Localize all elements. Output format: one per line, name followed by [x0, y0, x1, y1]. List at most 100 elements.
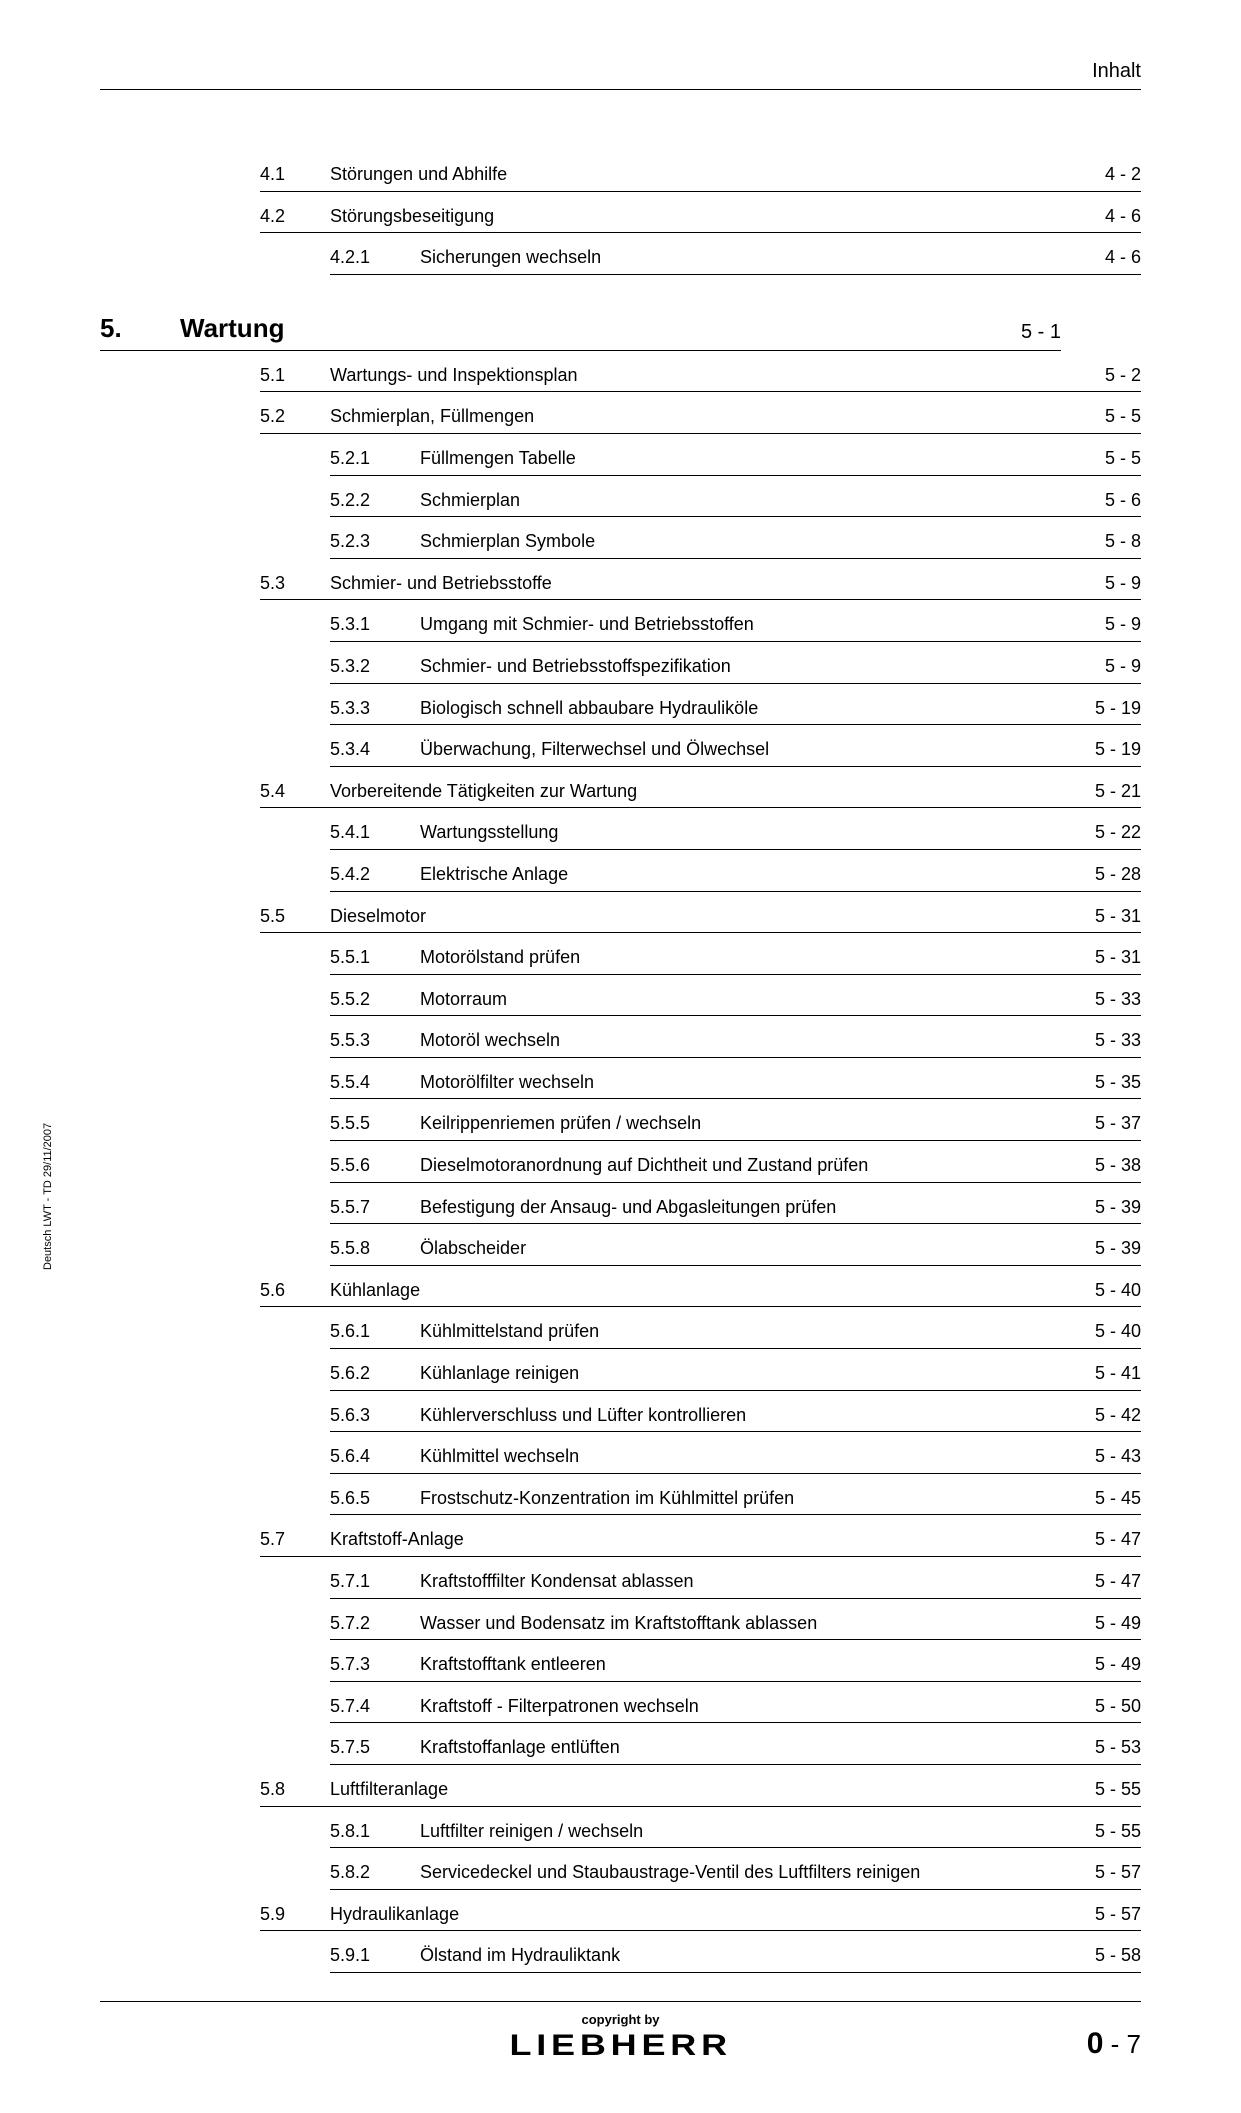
toc-entry-title: Umgang mit Schmier- und Betriebsstoffen: [420, 614, 1061, 642]
toc-row: 5.6.3Kühlerverschluss und Lüfter kontrol…: [180, 1391, 1141, 1433]
toc-entry-page: 5 - 9: [1061, 614, 1141, 642]
toc-entry-title: Schmier- und Betriebsstoffe: [330, 573, 1061, 601]
toc-entry-number: 5.2.3: [330, 531, 420, 559]
toc-entry-number: 5.2.1: [330, 448, 420, 476]
toc-entry-title: Motoröl wechseln: [420, 1030, 1061, 1058]
toc-row: 5.2.1Füllmengen Tabelle5 - 5: [180, 434, 1141, 476]
page-number: 0 - 7: [1087, 2027, 1141, 2061]
toc-entry-title: Ölstand im Hydrauliktank: [420, 1945, 1061, 1973]
toc-entry-number: 5.2.2: [330, 490, 420, 518]
toc-row: 5.6.2Kühlanlage reinigen5 - 41: [180, 1349, 1141, 1391]
toc-entry-title: Kraftstoff-Anlage: [330, 1529, 1061, 1557]
toc-entry-title: Schmierplan Symbole: [420, 531, 1061, 559]
toc-entry-page: 5 - 22: [1061, 822, 1141, 850]
toc-entry-page: 5 - 19: [1061, 739, 1141, 767]
toc-entry-title: Motorraum: [420, 989, 1061, 1017]
toc-row: 4.1Störungen und Abhilfe4 - 2: [180, 150, 1141, 192]
footer: copyright by LIEBHERR: [100, 2001, 1141, 2063]
toc-entry-title: Kraftstoff - Filterpatronen wechseln: [420, 1696, 1061, 1724]
toc-entry-number: 5.3.4: [330, 739, 420, 767]
toc-row: 5.5.7Befestigung der Ansaug- und Abgasle…: [180, 1183, 1141, 1225]
chapter-title: Wartung: [180, 313, 961, 344]
toc-entry-page: 5 - 28: [1061, 864, 1141, 892]
toc-entry-number: 5.5.8: [330, 1238, 420, 1266]
toc-row: 5.6.5Frostschutz-Konzentration im Kühlmi…: [180, 1474, 1141, 1516]
toc-row: 5.2.3Schmierplan Symbole5 - 8: [180, 517, 1141, 559]
toc-row: 5.8.2Servicedeckel und Staubaustrage-Ven…: [180, 1848, 1141, 1890]
toc-entry-page: 5 - 58: [1061, 1945, 1141, 1973]
toc-entry-title: Motorölstand prüfen: [420, 947, 1061, 975]
toc-entry-page: 4 - 6: [1061, 206, 1141, 234]
toc-entry-page: 5 - 39: [1061, 1197, 1141, 1225]
toc-entry-title: Dieselmotor: [330, 906, 1061, 934]
toc-row: 5.4.1Wartungsstellung5 - 22: [180, 808, 1141, 850]
toc-entry-page: 5 - 55: [1061, 1821, 1141, 1849]
toc-entry-page: 5 - 40: [1061, 1321, 1141, 1349]
toc-entry-page: 5 - 45: [1061, 1488, 1141, 1516]
toc-row: 5.8.1Luftfilter reinigen / wechseln5 - 5…: [180, 1807, 1141, 1849]
toc-row: 5.7.2Wasser und Bodensatz im Kraftstofft…: [180, 1599, 1141, 1641]
toc-entry-number: 5.3.3: [330, 698, 420, 726]
toc-entry-page: 5 - 57: [1061, 1904, 1141, 1932]
toc-entry-number: 5.6.2: [330, 1363, 420, 1391]
toc-entry-number: 5.8.1: [330, 1821, 420, 1849]
toc-entry-number: 5.8: [260, 1779, 330, 1807]
toc-entry-page: 5 - 49: [1061, 1613, 1141, 1641]
toc-entry-title: Luftfilter reinigen / wechseln: [420, 1821, 1061, 1849]
toc-entry-number: 5.5: [260, 906, 330, 934]
toc-entry-page: 5 - 41: [1061, 1363, 1141, 1391]
toc-entry-page: 5 - 21: [1061, 781, 1141, 809]
toc-entry-page: 5 - 50: [1061, 1696, 1141, 1724]
toc-row: 5.9Hydraulikanlage5 - 57: [180, 1890, 1141, 1932]
toc-row: 5.5.4Motorölfilter wechseln5 - 35: [180, 1058, 1141, 1100]
toc-entry-page: 5 - 40: [1061, 1280, 1141, 1308]
toc-row: 5.3.1Umgang mit Schmier- und Betriebssto…: [180, 600, 1141, 642]
toc-entry-page: 5 - 47: [1061, 1571, 1141, 1599]
toc-entry-title: Befestigung der Ansaug- und Abgasleitung…: [420, 1197, 1061, 1225]
toc-entry-number: 5.5.1: [330, 947, 420, 975]
toc-entry-number: 5.3.1: [330, 614, 420, 642]
toc-entry-page: 5 - 53: [1061, 1737, 1141, 1765]
side-vertical-text: Deutsch LWT - TD 29/11/2007: [42, 1123, 54, 1270]
toc-entry-number: 5.6.5: [330, 1488, 420, 1516]
toc-entry-page: 4 - 2: [1061, 164, 1141, 192]
toc-row: 5.5.2Motorraum5 - 33: [180, 975, 1141, 1017]
toc-entry-title: Ölabscheider: [420, 1238, 1061, 1266]
toc-entry-title: Überwachung, Filterwechsel und Ölwechsel: [420, 739, 1061, 767]
toc-entry-number: 5.5.5: [330, 1113, 420, 1141]
toc-row: 5.2.2Schmierplan5 - 6: [180, 476, 1141, 518]
toc-entry-number: 5.1: [260, 365, 330, 393]
toc-row: 5.7.5Kraftstoffanlage entlüften5 - 53: [180, 1723, 1141, 1765]
toc-row: 5.9.1Ölstand im Hydrauliktank5 - 58: [180, 1931, 1141, 1973]
toc-row: 5.5Dieselmotor5 - 31: [180, 892, 1141, 934]
toc-entry-number: 5.5.7: [330, 1197, 420, 1225]
toc-entry-title: Kühlmittel wechseln: [420, 1446, 1061, 1474]
toc-entry-number: 5.7.4: [330, 1696, 420, 1724]
copyright-text: copyright by: [528, 2012, 713, 2027]
toc-row: 5.7.4Kraftstoff - Filterpatronen wechsel…: [180, 1682, 1141, 1724]
toc-entry-page: 5 - 6: [1061, 490, 1141, 518]
toc-entry-number: 4.1: [260, 164, 330, 192]
toc-entry-page: 5 - 57: [1061, 1862, 1141, 1890]
toc-entry-page: 5 - 9: [1061, 573, 1141, 601]
toc-entry-page: 5 - 9: [1061, 656, 1141, 684]
toc-row: 5.5.5Keilrippenriemen prüfen / wechseln5…: [180, 1099, 1141, 1141]
toc-entry-title: Vorbereitende Tätigkeiten zur Wartung: [330, 781, 1061, 809]
toc-entry-title: Kraftstofftank entleeren: [420, 1654, 1061, 1682]
toc-entry-title: Hydraulikanlage: [330, 1904, 1061, 1932]
toc-row: 5.8Luftfilteranlage5 - 55: [180, 1765, 1141, 1807]
toc-entry-number: 5.4.2: [330, 864, 420, 892]
toc-row: 5.2Schmierplan, Füllmengen5 - 5: [180, 392, 1141, 434]
toc-entry-number: 5.7.2: [330, 1613, 420, 1641]
toc-row: 4.2.1Sicherungen wechseln4 - 6: [180, 233, 1141, 275]
toc-entry-number: 5.8.2: [330, 1862, 420, 1890]
toc-entry-title: Kühlmittelstand prüfen: [420, 1321, 1061, 1349]
toc-entry-number: 5.6.1: [330, 1321, 420, 1349]
toc-entry-page: 5 - 35: [1061, 1072, 1141, 1100]
toc-entry-number: 5.5.6: [330, 1155, 420, 1183]
chapter-number: 5.: [100, 313, 180, 344]
toc-row: 5.6Kühlanlage5 - 40: [180, 1266, 1141, 1308]
toc-row: 5.5.3Motoröl wechseln5 - 33: [180, 1016, 1141, 1058]
toc-entry-title: Schmierplan: [420, 490, 1061, 518]
toc-entry-title: Servicedeckel und Staubaustrage-Ventil d…: [420, 1862, 1061, 1890]
